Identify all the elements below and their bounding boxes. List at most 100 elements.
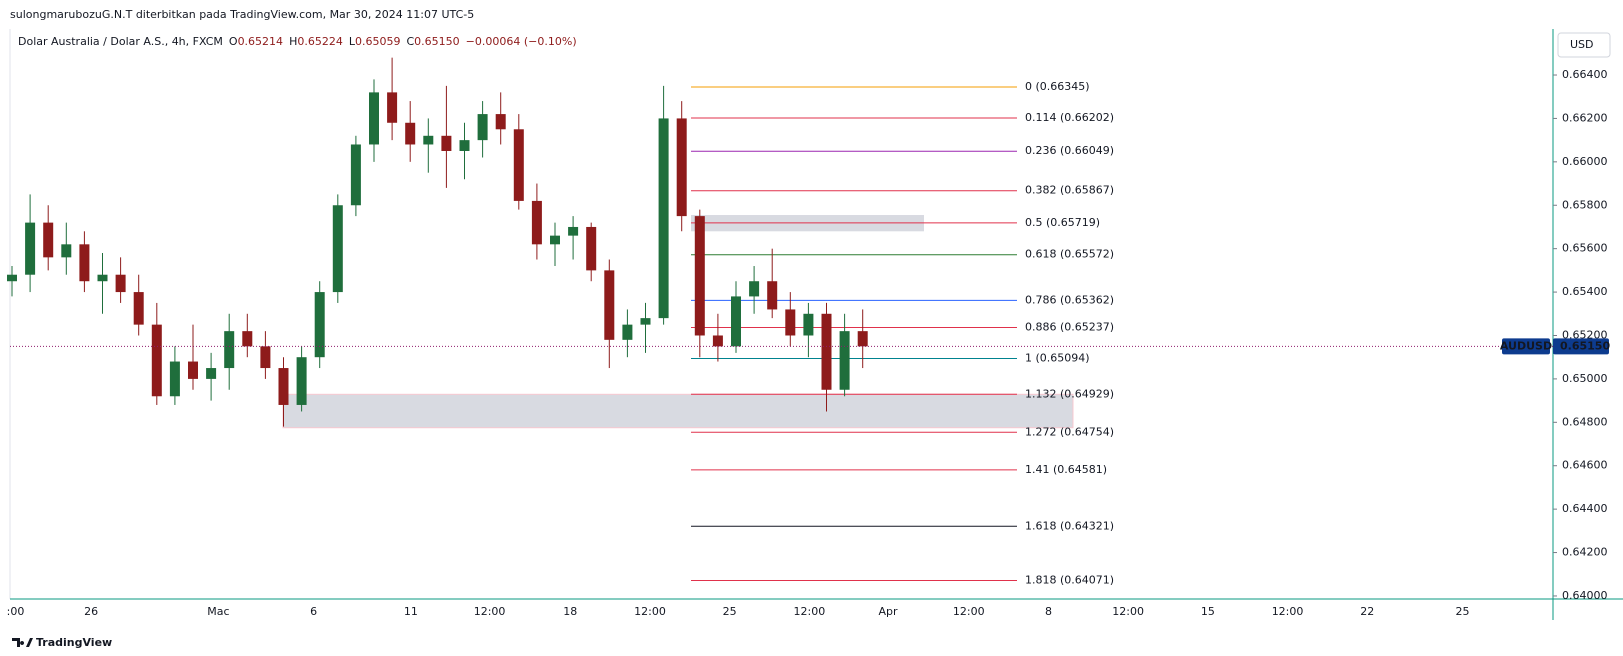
candle-body: [749, 281, 760, 297]
candle-body: [151, 324, 162, 397]
fib-label: 1.272 (0.64754): [1025, 425, 1114, 438]
logo-icon: [12, 638, 33, 647]
ohlc-value: 0.65214: [238, 35, 284, 48]
legend: Dolar Australia / Dolar A.S., 4h, FXCM O0…: [18, 35, 577, 48]
y-tick-label: 0.66000: [1562, 155, 1608, 168]
y-tick-label: 0.65000: [1562, 372, 1608, 385]
x-tick-label: 12:00: [1112, 605, 1144, 618]
fib-label: 1 (0.65094): [1025, 351, 1090, 364]
y-tick-label: 0.64200: [1562, 546, 1608, 559]
candle-body: [676, 118, 687, 217]
symbol: Dolar Australia / Dolar A.S., 4h, FXCM: [18, 35, 223, 48]
candle-body: [332, 205, 343, 293]
logo: TradingView: [36, 636, 112, 649]
y-tick-label: 0.65400: [1562, 285, 1608, 298]
candle-body: [531, 200, 542, 245]
currency-box[interactable]: [1557, 32, 1611, 58]
candle-body: [694, 216, 705, 336]
candle-body: [206, 368, 217, 379]
y-tick-label: 0.64600: [1562, 459, 1608, 472]
candle-body: [550, 235, 560, 245]
candle-body: [169, 361, 180, 397]
candle-body: [115, 274, 126, 293]
ohlc-key: C: [406, 35, 414, 48]
ohlc-key: O: [229, 35, 238, 48]
candle-body: [296, 357, 307, 405]
y-tick-label: 0.64800: [1562, 415, 1608, 428]
candle-body: [61, 244, 72, 258]
candle-body: [459, 140, 470, 151]
y-tick-label: 0.65200: [1562, 328, 1608, 341]
x-tick-label: 12:00: [634, 605, 666, 618]
y-tick-label: 0.64400: [1562, 502, 1608, 515]
x-tick-label: 11: [404, 605, 418, 618]
x-tick-label: 26: [84, 605, 98, 618]
candle-body: [477, 114, 488, 141]
candle-body: [79, 244, 90, 282]
x-tick-label: Mac: [207, 605, 229, 618]
candle-body: [495, 114, 506, 130]
ticker-tag: [1502, 338, 1550, 355]
ohlc-value: 0.65224: [297, 35, 343, 48]
fib-label: 0.114 (0.66202): [1025, 111, 1114, 124]
candle-body: [622, 324, 633, 340]
candle-body: [188, 361, 198, 379]
candle-body: [43, 222, 54, 258]
fib-label: 1.618 (0.64321): [1025, 519, 1114, 532]
candle-body: [604, 270, 615, 340]
candle-body: [803, 313, 814, 336]
candle-body: [25, 222, 36, 275]
x-tick-label: 12:00: [474, 605, 506, 618]
x-tick-label: 22: [1360, 605, 1374, 618]
candle-body: [441, 135, 452, 151]
currency: USD: [1570, 38, 1594, 51]
ohlc-key: L: [349, 35, 356, 48]
candle-body: [513, 129, 524, 201]
candle-body: [369, 92, 379, 145]
candle-body: [260, 346, 271, 369]
y-tick-label: 0.64000: [1562, 589, 1608, 602]
candle-body: [839, 331, 850, 390]
fib-label: 0.382 (0.65867): [1025, 184, 1114, 197]
candle-body: [785, 309, 796, 336]
x-tick-label: 6: [310, 605, 317, 618]
candle-body: [97, 274, 108, 282]
y-tick-label: 0.65600: [1562, 242, 1608, 255]
fib-label: 0.5 (0.65719): [1025, 216, 1100, 229]
y-tick-label: 0.65800: [1562, 198, 1608, 211]
x-tick-label: 8: [1045, 605, 1052, 618]
candle-body: [278, 368, 289, 405]
price-tag-label: 0.65150: [1560, 339, 1610, 352]
candle-body: [405, 122, 416, 145]
ohlc-value: 0.65150: [414, 35, 460, 48]
x-tick-label: 18: [563, 605, 577, 618]
candle-body: [224, 331, 235, 369]
candle-body: [640, 318, 651, 325]
x-tick-label: 25: [1455, 605, 1469, 618]
x-tick-label: 12:00: [953, 605, 985, 618]
fib-label: 1.132 (0.64929): [1025, 387, 1114, 400]
candle-body: [133, 292, 144, 325]
price-tag: [1553, 338, 1609, 355]
fib-label: 0.236 (0.66049): [1025, 144, 1114, 157]
candle-body: [387, 92, 398, 123]
x-tick-label: Apr: [879, 605, 899, 618]
zone: [282, 393, 1074, 429]
change: −0.00064 (−0.10%): [466, 35, 577, 48]
candle-body: [857, 331, 868, 347]
x-tick-label: :00: [7, 605, 25, 618]
candle-body: [350, 144, 361, 206]
x-tick-label: 15: [1201, 605, 1215, 618]
candle-body: [586, 226, 597, 271]
candle-body: [712, 335, 723, 347]
y-tick-label: 0.66200: [1562, 111, 1608, 124]
candle-body: [767, 281, 778, 310]
candle-body: [314, 292, 325, 358]
candle-body: [242, 331, 253, 347]
fib-label: 0.886 (0.65237): [1025, 320, 1114, 333]
candle-body: [423, 135, 434, 145]
ohlc-value: 0.65059: [355, 35, 401, 48]
candle-body: [7, 274, 17, 282]
